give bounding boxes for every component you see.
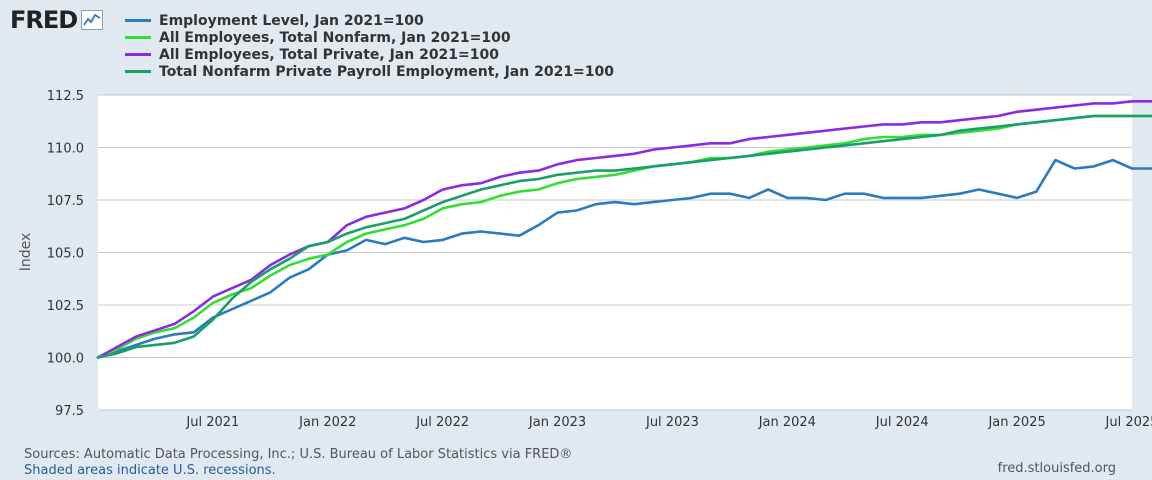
legend-swatch — [125, 53, 151, 56]
series-line[interactable] — [96, 99, 1152, 359]
fred-logo[interactable]: FRED — [10, 6, 104, 34]
legend-swatch — [125, 19, 151, 22]
x-tick-label: Jan 2025 — [987, 415, 1045, 430]
sources-text: Sources: Automatic Data Processing, Inc.… — [24, 447, 573, 462]
legend-label: Total Nonfarm Private Payroll Employment… — [159, 63, 615, 80]
x-tick-label: Jul 2024 — [875, 415, 929, 430]
series-lines — [96, 99, 1152, 359]
grid — [98, 94, 1132, 411]
y-tick-label: 102.5 — [47, 299, 84, 314]
legend-label: All Employees, Total Private, Jan 2021=1… — [159, 46, 499, 63]
fred-logo-text: FRED — [10, 6, 78, 34]
x-tick-label: Jul 2023 — [645, 415, 699, 430]
legend-item[interactable]: Employment Level, Jan 2021=100 — [125, 12, 614, 29]
y-tick-label: 105.0 — [47, 247, 84, 262]
legend-label: Employment Level, Jan 2021=100 — [159, 12, 424, 29]
site-link[interactable]: fred.stlouisfed.org — [997, 461, 1116, 476]
footer-notes: Sources: Automatic Data Processing, Inc.… — [24, 447, 572, 479]
x-tick-label: Jan 2023 — [528, 415, 586, 430]
y-tick-label: 112.5 — [47, 89, 84, 104]
series-line[interactable] — [96, 114, 1152, 359]
legend: Employment Level, Jan 2021=100 All Emplo… — [125, 12, 614, 80]
y-tick-label: 110.0 — [47, 142, 84, 157]
chart-line-icon — [81, 10, 104, 30]
legend-swatch — [125, 36, 151, 39]
legend-item[interactable]: All Employees, Total Nonfarm, Jan 2021=1… — [125, 29, 614, 46]
x-tick-label: Jul 2021 — [185, 415, 239, 430]
y-axis: 97.5 100.0 102.5 105.0 107.5 110.0 112.5 — [47, 89, 84, 419]
x-tick-label: Jul 2025 — [1105, 415, 1152, 430]
recession-note: Shaded areas indicate U.S. recessions. — [24, 463, 276, 478]
y-tick-label: 107.5 — [47, 194, 84, 209]
legend-item[interactable]: All Employees, Total Private, Jan 2021=1… — [125, 46, 614, 63]
y-axis-label: Index — [18, 233, 34, 272]
x-tick-label: Jan 2024 — [758, 415, 816, 430]
series-line[interactable] — [96, 158, 1152, 359]
legend-item[interactable]: Total Nonfarm Private Payroll Employment… — [125, 63, 614, 80]
x-tick-label: Jan 2022 — [298, 415, 356, 430]
series-line[interactable] — [96, 114, 1152, 359]
legend-swatch — [125, 70, 151, 73]
x-axis: Jul 2021 Jan 2022 Jul 2022 Jan 2023 Jul 2023… — [185, 415, 1152, 430]
x-tick-label: Jul 2022 — [415, 415, 469, 430]
legend-label: All Employees, Total Nonfarm, Jan 2021=1… — [159, 29, 511, 46]
y-tick-label: 97.5 — [55, 404, 84, 419]
y-tick-label: 100.0 — [47, 352, 84, 367]
